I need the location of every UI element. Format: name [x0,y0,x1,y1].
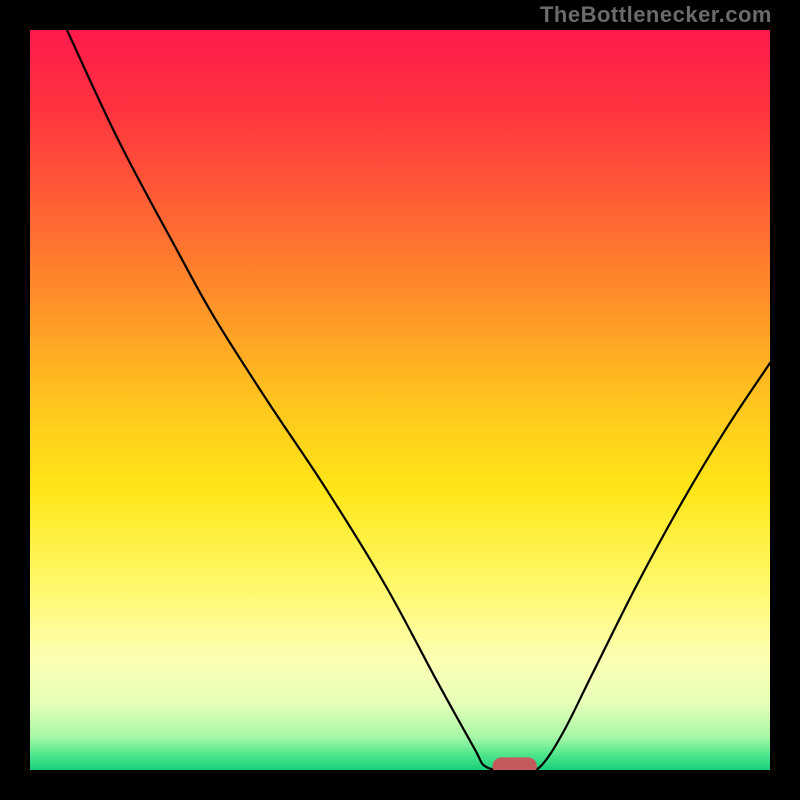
watermark-text: TheBottlenecker.com [540,2,772,28]
plot-area [30,30,770,770]
chart-frame: TheBottlenecker.com [0,0,800,800]
optimal-marker [493,757,537,770]
chart-svg [30,30,770,770]
gradient-background [30,30,770,770]
